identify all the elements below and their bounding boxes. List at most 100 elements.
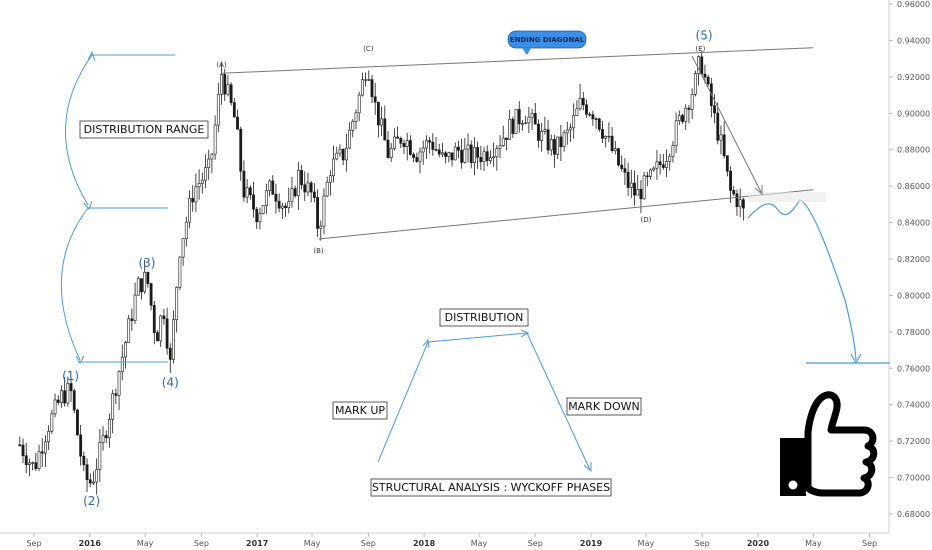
candle-body (524, 122, 528, 125)
x-tick-label: May (471, 539, 488, 548)
candle-body (572, 115, 576, 129)
range-upper-arc (65, 54, 93, 206)
candle-body (373, 96, 377, 103)
candle-body (232, 102, 236, 118)
candle-body (274, 193, 278, 202)
candle-body (367, 79, 371, 81)
candle-body (409, 140, 412, 155)
candle-body (399, 137, 403, 144)
y-tick-label: 0.88000 (897, 146, 930, 155)
candle-body (124, 342, 127, 358)
candle-body (613, 148, 617, 151)
candle-body (428, 140, 432, 143)
wave-label: (5) (696, 29, 713, 43)
markdown-label: MARK DOWN (568, 400, 640, 413)
markup-box: MARK UP (332, 401, 388, 420)
candle-body (53, 399, 57, 415)
structural-analysis-box: STRUCTURAL ANALYSIS : WYCKOFF PHASES (370, 478, 612, 497)
candle-body (332, 158, 335, 177)
candle-body (505, 137, 508, 140)
candle-body (514, 109, 518, 134)
candle-body (610, 135, 614, 151)
decline-arrow (691, 55, 763, 196)
candle-body (418, 151, 422, 162)
y-tick-label: 0.70000 (897, 474, 930, 483)
candle-body (360, 79, 364, 96)
candle-body (328, 175, 332, 183)
candle-body (66, 383, 70, 404)
candle-body (466, 144, 470, 150)
candle-body (319, 225, 323, 229)
candle-body (645, 175, 649, 177)
projection-path (747, 199, 890, 365)
candle-body (146, 271, 150, 284)
candle-body (312, 191, 316, 198)
candle-body (677, 115, 681, 121)
point-labels: (A) (B) (C) (D) (E) (216, 45, 705, 255)
candle-body (136, 278, 140, 296)
candle-body (69, 383, 73, 392)
candle-body (741, 199, 745, 209)
candle-body (18, 444, 22, 446)
decline-line (691, 55, 762, 193)
candle-body (31, 462, 35, 464)
candle-body (511, 118, 515, 134)
candle-body (40, 451, 44, 454)
candle-body (357, 94, 361, 114)
candle-body (300, 170, 303, 186)
candle-body (479, 156, 483, 163)
candle-body (303, 184, 307, 193)
structural-analysis-label: STRUCTURAL ANALYSIS : WYCKOFF PHASES (372, 481, 610, 494)
candle-body (482, 151, 486, 163)
candle-body (168, 347, 172, 360)
candle-body (207, 158, 211, 169)
candle-body (194, 186, 198, 203)
candle-body (642, 175, 646, 200)
point-label: (E) (695, 45, 705, 53)
candle-body (681, 115, 684, 122)
x-tick-label: 2016 (79, 539, 102, 548)
candle-body (200, 179, 204, 184)
x-axis: Sep 2016 May Sep 2017 May Sep 2018 May Sep 2019 May… (0, 532, 889, 548)
candle-body (271, 180, 275, 195)
candle-body (421, 147, 425, 153)
candle-body (44, 441, 47, 454)
candle-body (562, 132, 566, 148)
markup-line (377, 341, 429, 463)
candle-body (197, 183, 201, 188)
candle-body (684, 107, 688, 122)
candle-body (104, 435, 108, 439)
candle-body (665, 161, 668, 168)
candlestick-series (18, 50, 745, 495)
candle-body (63, 390, 67, 404)
candle-body (457, 146, 460, 151)
candle-body (517, 109, 521, 125)
candle-body (220, 74, 223, 95)
candle-body (306, 182, 310, 193)
candle-body (364, 79, 367, 81)
candle-body (639, 188, 643, 200)
x-tick-label: Sep (361, 539, 376, 548)
x-tick-label: Sep (194, 539, 209, 548)
candle-body (392, 136, 396, 149)
candle-body (527, 116, 531, 124)
candle-body (354, 112, 358, 122)
candle-body (441, 152, 444, 155)
candle-body (434, 149, 438, 151)
x-tick-label: Sep (528, 539, 543, 548)
candle-body (626, 171, 630, 188)
candle-body (732, 190, 736, 195)
x-tick-label: May (137, 539, 154, 548)
y-tick-label: 0.84000 (897, 219, 930, 228)
candle-body (252, 194, 255, 210)
candle-body (575, 108, 579, 116)
candle-body (671, 145, 675, 157)
candle-body (140, 278, 143, 293)
candle-body (412, 154, 416, 158)
candle-body (706, 76, 710, 85)
candle-body (620, 164, 624, 169)
candle-body (700, 56, 704, 75)
candle-body (450, 152, 454, 161)
candle-body (380, 118, 383, 126)
candle-body (425, 140, 428, 149)
